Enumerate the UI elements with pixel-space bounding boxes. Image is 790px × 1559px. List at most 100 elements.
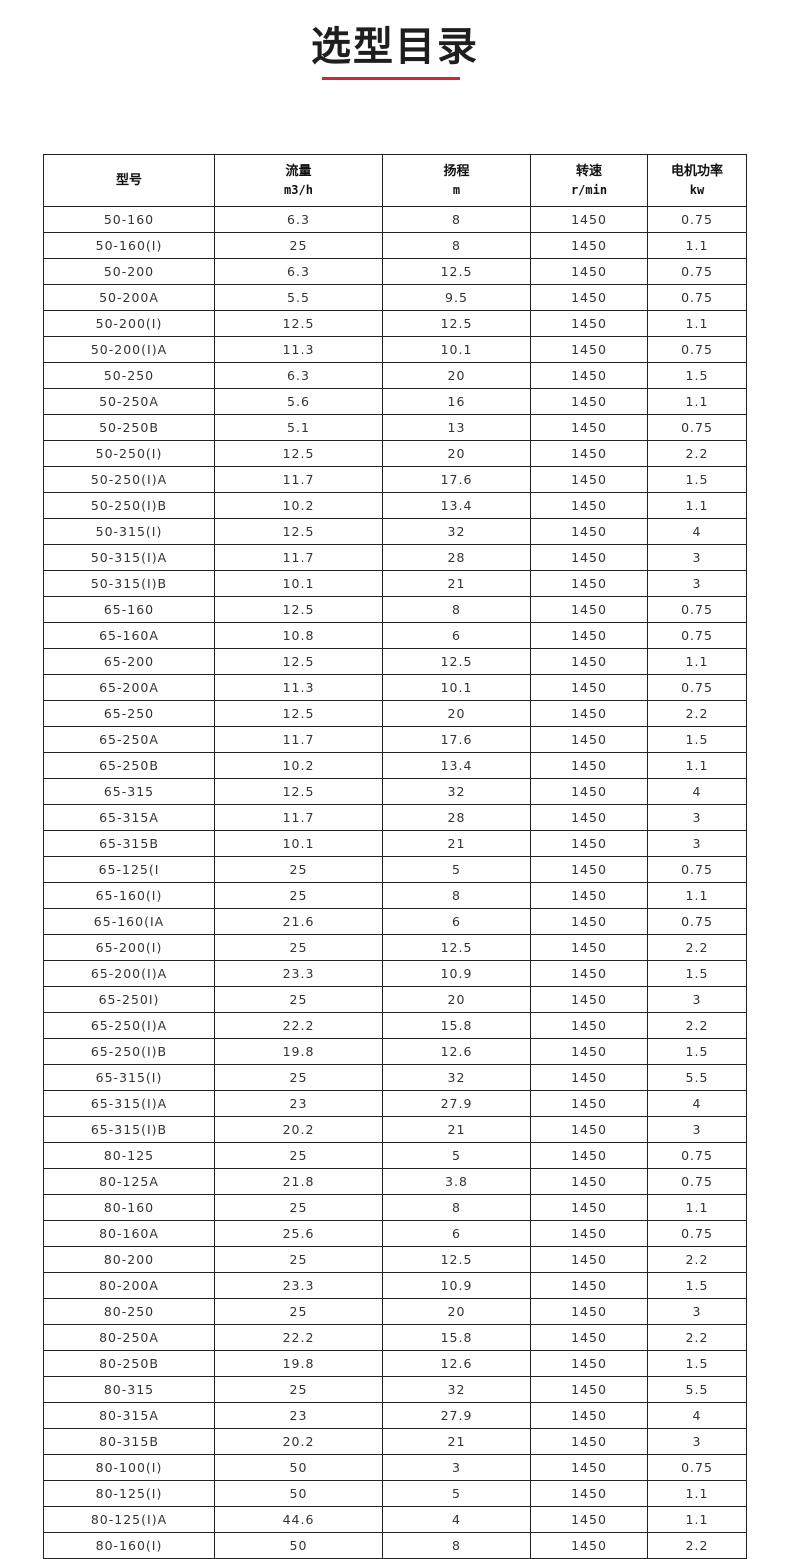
cell-model: 65-315B (43, 830, 215, 857)
cell-model: 80-125(I)A (43, 1506, 215, 1533)
cell-speed: 1450 (530, 232, 648, 259)
cell-model: 50-200 (43, 258, 215, 285)
cell-flow: 11.7 (214, 804, 383, 831)
cell-head: 12.5 (382, 648, 531, 675)
cell-model: 65-250B (43, 752, 215, 779)
cell-head: 32 (382, 518, 531, 545)
table-row: 80-315A 23 27.9 1450 4 (43, 1402, 747, 1429)
cell-model: 50-200(I) (43, 310, 215, 337)
cell-model: 65-315 (43, 778, 215, 805)
cell-power: 2.2 (647, 1012, 747, 1039)
cell-head: 13.4 (382, 492, 531, 519)
cell-power: 3 (647, 570, 747, 597)
cell-model: 50-160 (43, 206, 215, 233)
cell-head: 10.9 (382, 960, 531, 987)
cell-power: 3 (647, 804, 747, 831)
table-row: 80-200 25 12.5 1450 2.2 (43, 1246, 747, 1273)
cell-speed: 1450 (530, 1402, 648, 1429)
header-unit: m3/h (284, 182, 313, 197)
cell-model: 65-200(I)A (43, 960, 215, 987)
cell-model: 65-250I) (43, 986, 215, 1013)
cell-model: 50-250(I)A (43, 466, 215, 493)
table-row: 65-200 12.5 12.5 1450 1.1 (43, 648, 747, 675)
header-label: 转速 (575, 163, 602, 179)
cell-speed: 1450 (530, 1376, 648, 1403)
cell-power: 1.1 (647, 1194, 747, 1221)
cell-power: 0.75 (647, 258, 747, 285)
cell-power: 2.2 (647, 700, 747, 727)
cell-head: 10.1 (382, 336, 531, 363)
cell-model: 80-200 (43, 1246, 215, 1273)
cell-speed: 1450 (530, 310, 648, 337)
cell-flow: 20.2 (214, 1116, 383, 1143)
table-row: 50-160(I) 25 8 1450 1.1 (43, 232, 747, 259)
cell-head: 8 (382, 882, 531, 909)
cell-speed: 1450 (530, 518, 648, 545)
table-row: 50-200(I) 12.5 12.5 1450 1.1 (43, 310, 747, 337)
cell-speed: 1450 (530, 1142, 648, 1169)
cell-flow: 25 (214, 1142, 383, 1169)
table-row: 65-200A 11.3 10.1 1450 0.75 (43, 674, 747, 701)
table-row: 65-160 12.5 8 1450 0.75 (43, 596, 747, 623)
cell-flow: 22.2 (214, 1012, 383, 1039)
cell-power: 4 (647, 1090, 747, 1117)
title-underline (322, 77, 460, 80)
table-row: 65-250 12.5 20 1450 2.2 (43, 700, 747, 727)
cell-head: 6 (382, 1220, 531, 1247)
cell-head: 13.4 (382, 752, 531, 779)
cell-model: 80-315 (43, 1376, 215, 1403)
cell-speed: 1450 (530, 674, 648, 701)
cell-speed: 1450 (530, 388, 648, 415)
header-label: 流量 (285, 163, 312, 179)
cell-head: 20 (382, 986, 531, 1013)
cell-flow: 12.5 (214, 700, 383, 727)
cell-flow: 19.8 (214, 1038, 383, 1065)
cell-power: 0.75 (647, 414, 747, 441)
cell-flow: 12.5 (214, 440, 383, 467)
cell-power: 0.75 (647, 284, 747, 311)
table-row: 80-125A 21.8 3.8 1450 0.75 (43, 1168, 747, 1195)
cell-head: 12.6 (382, 1038, 531, 1065)
cell-flow: 44.6 (214, 1506, 383, 1533)
cell-power: 2.2 (647, 1246, 747, 1273)
cell-flow: 11.7 (214, 726, 383, 753)
table-row: 80-100(I) 50 3 1450 0.75 (43, 1454, 747, 1481)
cell-head: 5 (382, 1480, 531, 1507)
cell-head: 10.1 (382, 674, 531, 701)
cell-speed: 1450 (530, 1428, 648, 1455)
cell-power: 3 (647, 830, 747, 857)
cell-power: 0.75 (647, 1142, 747, 1169)
cell-speed: 1450 (530, 856, 648, 883)
cell-flow: 5.1 (214, 414, 383, 441)
cell-power: 3 (647, 1298, 747, 1325)
table-row: 65-160(I) 25 8 1450 1.1 (43, 882, 747, 909)
cell-model: 80-200A (43, 1272, 215, 1299)
cell-head: 12.6 (382, 1350, 531, 1377)
table-row: 80-315 25 32 1450 5.5 (43, 1376, 747, 1403)
table-row: 50-315(I)B 10.1 21 1450 3 (43, 570, 747, 597)
cell-head: 8 (382, 1194, 531, 1221)
cell-flow: 22.2 (214, 1324, 383, 1351)
header-label: 扬程 (443, 163, 470, 179)
table-row: 65-160(IA 21.6 6 1450 0.75 (43, 908, 747, 935)
cell-power: 1.5 (647, 466, 747, 493)
table-row: 50-200 6.3 12.5 1450 0.75 (43, 258, 747, 285)
cell-head: 12.5 (382, 1246, 531, 1273)
cell-power: 1.1 (647, 1480, 747, 1507)
table-row: 80-160 25 8 1450 1.1 (43, 1194, 747, 1221)
cell-head: 9.5 (382, 284, 531, 311)
cell-flow: 6.3 (214, 362, 383, 389)
cell-speed: 1450 (530, 284, 648, 311)
table-body: 50-160 6.3 8 1450 0.75 50-160(I) 25 8 1450 1.1 50-… (43, 206, 747, 1559)
cell-power: 1.5 (647, 1350, 747, 1377)
cell-power: 4 (647, 778, 747, 805)
cell-speed: 1450 (530, 908, 648, 935)
cell-speed: 1450 (530, 570, 648, 597)
cell-speed: 1450 (530, 804, 648, 831)
cell-model: 50-315(I) (43, 518, 215, 545)
cell-speed: 1450 (530, 1064, 648, 1091)
table-row: 80-125(I) 50 5 1450 1.1 (43, 1480, 747, 1507)
cell-model: 80-125(I) (43, 1480, 215, 1507)
cell-flow: 23.3 (214, 960, 383, 987)
cell-speed: 1450 (530, 1090, 648, 1117)
